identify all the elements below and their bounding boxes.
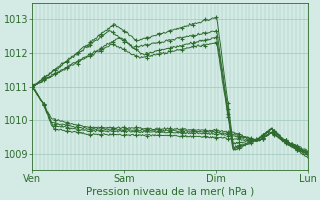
X-axis label: Pression niveau de la mer( hPa ): Pression niveau de la mer( hPa ) <box>86 187 254 197</box>
